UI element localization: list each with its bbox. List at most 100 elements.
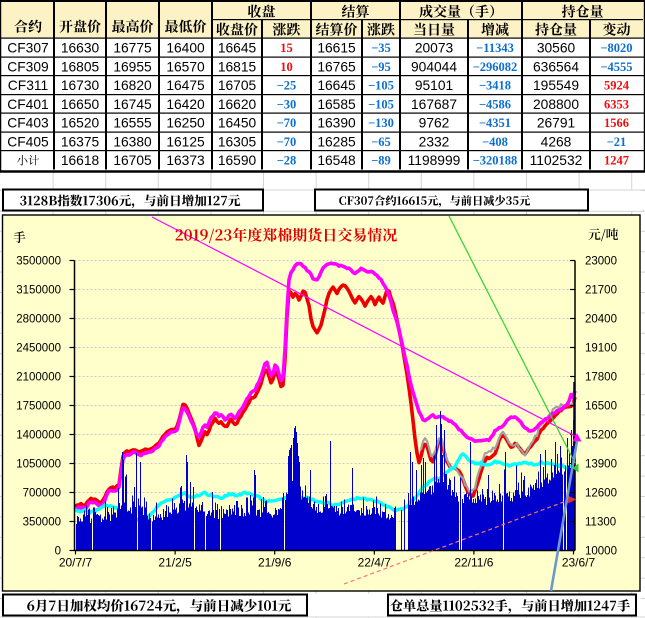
svg-text:1566: 1566 — [604, 116, 629, 130]
svg-text:16645: 16645 — [317, 78, 356, 93]
svg-text:0: 0 — [55, 546, 61, 558]
svg-text:16380: 16380 — [113, 134, 152, 149]
svg-text:16420: 16420 — [166, 97, 205, 112]
svg-text:−8020: −8020 — [600, 41, 632, 55]
svg-text:16475: 16475 — [166, 78, 205, 93]
svg-text:−11343: −11343 — [476, 41, 514, 55]
svg-text:16765: 16765 — [317, 59, 356, 74]
svg-text:−408: −408 — [482, 135, 508, 149]
svg-text:700000: 700000 — [23, 488, 61, 500]
svg-text:3500000: 3500000 — [16, 256, 61, 268]
svg-text:16955: 16955 — [113, 59, 152, 74]
svg-text:11300: 11300 — [585, 517, 616, 529]
svg-text:16375: 16375 — [61, 134, 100, 149]
svg-text:−70: −70 — [277, 116, 297, 130]
svg-text:636564: 636564 — [533, 59, 579, 74]
svg-text:CF307: CF307 — [7, 41, 48, 56]
svg-text:22/4/7: 22/4/7 — [358, 556, 392, 570]
svg-text:20400: 20400 — [585, 314, 617, 326]
svg-text:16373: 16373 — [166, 153, 205, 168]
svg-text:−70: −70 — [277, 135, 297, 149]
svg-text:16745: 16745 — [113, 97, 152, 112]
svg-text:95101: 95101 — [415, 78, 453, 93]
svg-text:1102532: 1102532 — [530, 153, 583, 168]
svg-text:−28: −28 — [277, 154, 297, 168]
svg-text:13900: 13900 — [585, 459, 617, 471]
svg-text:−35: −35 — [371, 41, 391, 55]
svg-text:16400: 16400 — [166, 41, 205, 56]
svg-text:16630: 16630 — [61, 41, 100, 56]
svg-text:21700: 21700 — [585, 285, 617, 297]
svg-text:9762: 9762 — [419, 116, 450, 131]
svg-text:−25: −25 — [277, 79, 297, 93]
svg-text:15200: 15200 — [585, 430, 617, 442]
svg-text:−296082: −296082 — [473, 60, 518, 74]
svg-text:−105: −105 — [368, 79, 394, 93]
svg-text:CF309: CF309 — [7, 59, 49, 74]
svg-text:1247: 1247 — [604, 154, 629, 168]
svg-text:16805: 16805 — [61, 59, 100, 74]
svg-text:5924: 5924 — [604, 79, 630, 93]
svg-text:CF405: CF405 — [7, 134, 49, 149]
svg-text:16730: 16730 — [61, 78, 100, 93]
svg-text:16590: 16590 — [218, 153, 257, 168]
svg-text:16250: 16250 — [166, 116, 205, 131]
svg-text:−89: −89 — [371, 154, 391, 168]
svg-text:10: 10 — [280, 60, 293, 74]
svg-text:16775: 16775 — [113, 41, 152, 56]
svg-text:16645: 16645 — [218, 41, 257, 56]
svg-text:−130: −130 — [368, 116, 394, 130]
svg-text:208800: 208800 — [533, 97, 579, 112]
svg-text:CF311: CF311 — [8, 78, 48, 93]
svg-text:−30: −30 — [277, 97, 297, 111]
svg-text:2332: 2332 — [419, 134, 450, 149]
svg-text:30560: 30560 — [537, 41, 576, 56]
svg-text:23/6/7: 23/6/7 — [562, 556, 596, 570]
svg-text:17800: 17800 — [585, 372, 617, 384]
svg-text:16820: 16820 — [113, 78, 152, 93]
svg-text:26791: 26791 — [537, 116, 575, 131]
svg-text:−95: −95 — [371, 60, 391, 74]
svg-text:2800000: 2800000 — [16, 314, 61, 326]
svg-text:CF403: CF403 — [7, 116, 49, 131]
svg-text:2100000: 2100000 — [16, 372, 61, 384]
svg-text:3150000: 3150000 — [16, 285, 61, 297]
svg-text:23000: 23000 — [585, 256, 617, 268]
svg-text:15: 15 — [280, 41, 293, 55]
svg-text:20073: 20073 — [415, 41, 454, 56]
svg-text:16705: 16705 — [218, 78, 257, 93]
svg-text:1198999: 1198999 — [408, 153, 461, 168]
svg-text:10000: 10000 — [585, 546, 617, 558]
svg-text:21/9/6: 21/9/6 — [258, 556, 292, 570]
svg-text:16125: 16125 — [166, 134, 205, 149]
svg-text:2450000: 2450000 — [16, 343, 61, 355]
svg-text:20/7/7: 20/7/7 — [59, 556, 93, 570]
svg-text:350000: 350000 — [23, 517, 61, 529]
svg-text:CF401: CF401 — [7, 97, 48, 112]
svg-text:1050000: 1050000 — [16, 459, 61, 471]
svg-text:−320188: −320188 — [473, 154, 518, 168]
svg-text:16620: 16620 — [218, 97, 257, 112]
svg-text:19100: 19100 — [585, 343, 617, 355]
svg-text:1400000: 1400000 — [16, 430, 61, 442]
svg-text:16520: 16520 — [61, 116, 100, 131]
svg-text:22/11/6: 22/11/6 — [454, 556, 493, 570]
svg-text:6353: 6353 — [604, 97, 629, 111]
svg-text:16500: 16500 — [585, 401, 617, 413]
svg-text:12600: 12600 — [585, 488, 617, 500]
svg-text:16390: 16390 — [317, 116, 356, 131]
svg-text:21/2/5: 21/2/5 — [158, 556, 192, 570]
svg-text:195549: 195549 — [533, 78, 579, 93]
svg-text:−4586: −4586 — [479, 97, 511, 111]
svg-text:16815: 16815 — [218, 59, 257, 74]
svg-text:16650: 16650 — [61, 97, 100, 112]
svg-text:4268: 4268 — [541, 134, 572, 149]
svg-text:16705: 16705 — [113, 153, 152, 168]
svg-text:16618: 16618 — [61, 153, 100, 168]
svg-text:904044: 904044 — [411, 59, 457, 74]
svg-text:16285: 16285 — [317, 134, 356, 149]
svg-text:−4351: −4351 — [479, 116, 511, 130]
svg-text:16548: 16548 — [317, 153, 356, 168]
svg-text:−65: −65 — [371, 135, 391, 149]
svg-text:−3418: −3418 — [479, 79, 511, 93]
